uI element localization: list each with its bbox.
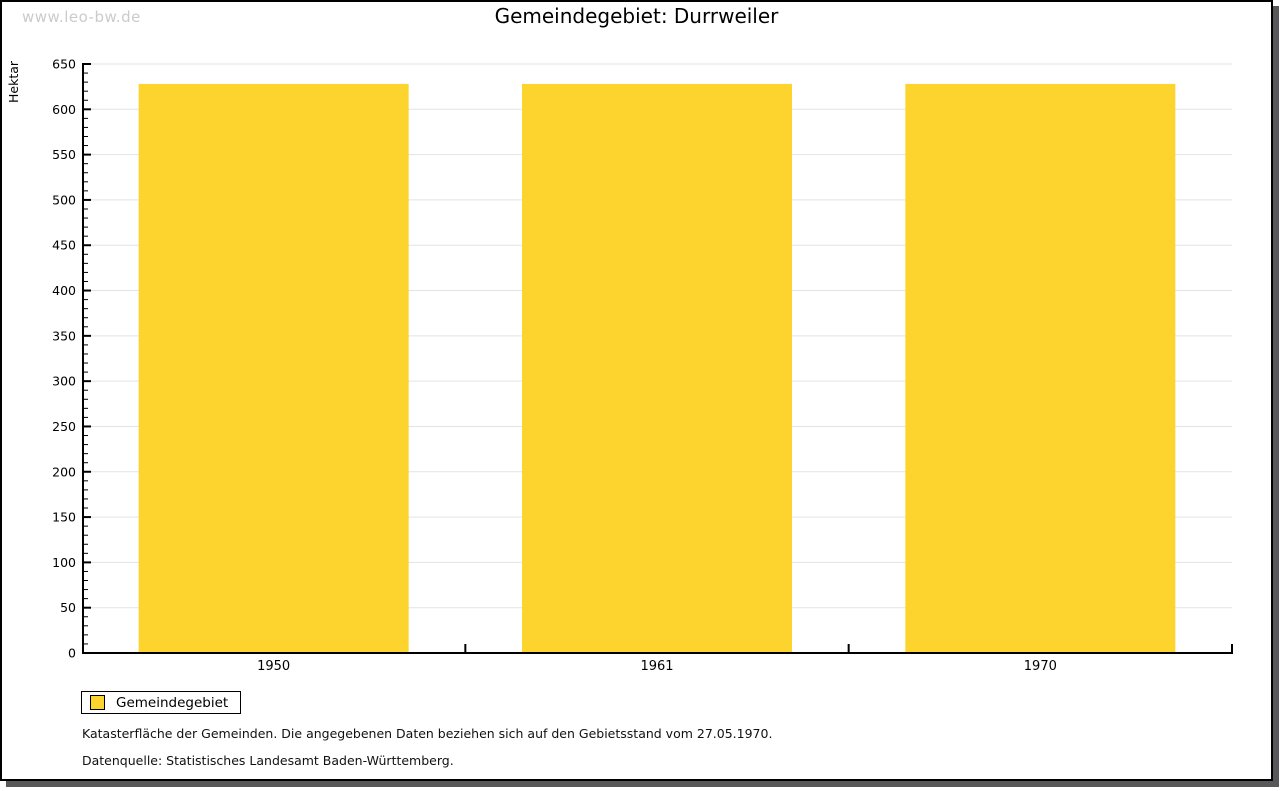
y-tick-label: 200 <box>52 464 76 479</box>
legend-label: Gemeindegebiet <box>116 694 229 711</box>
footnote-description: Katasterfläche der Gemeinden. Die angege… <box>82 726 773 741</box>
y-tick-label: 650 <box>52 57 76 72</box>
y-tick-label: 250 <box>52 419 76 434</box>
y-axis-title: Hektar <box>6 60 21 103</box>
x-tick-label: 1970 <box>1024 659 1057 674</box>
bar-chart-plot: 0 50 100 150 200 250 300 350 400 450 500 550 600 650 1… <box>6 57 1233 674</box>
y-tick-label: 0 <box>68 646 76 661</box>
y-tick-label: 500 <box>52 192 76 207</box>
x-tick-label: 1950 <box>257 659 290 674</box>
bar-1970 <box>905 83 1176 654</box>
watermark: www.leo-bw.de <box>22 8 141 26</box>
bar-1950 <box>138 83 409 654</box>
footnote-source: Datenquelle: Statistisches Landesamt Bad… <box>82 753 454 768</box>
y-tick-label: 600 <box>52 102 76 117</box>
y-tick-label: 550 <box>52 147 76 162</box>
y-tick-label: 350 <box>52 328 76 343</box>
y-tick-label: 50 <box>60 600 76 615</box>
y-tick-label: 150 <box>52 510 76 525</box>
y-tick-label: 450 <box>52 238 76 253</box>
x-tick-label: 1961 <box>640 659 673 674</box>
legend-swatch-gemeindegebiet <box>90 695 105 710</box>
y-tick-label: 300 <box>52 374 76 389</box>
legend: Gemeindegebiet <box>81 691 242 714</box>
chart-title: Gemeindegebiet: Durrweiler <box>494 4 779 28</box>
y-tick-label: 400 <box>52 283 76 298</box>
bar-1961 <box>522 83 792 654</box>
y-tick-label: 100 <box>52 555 76 570</box>
